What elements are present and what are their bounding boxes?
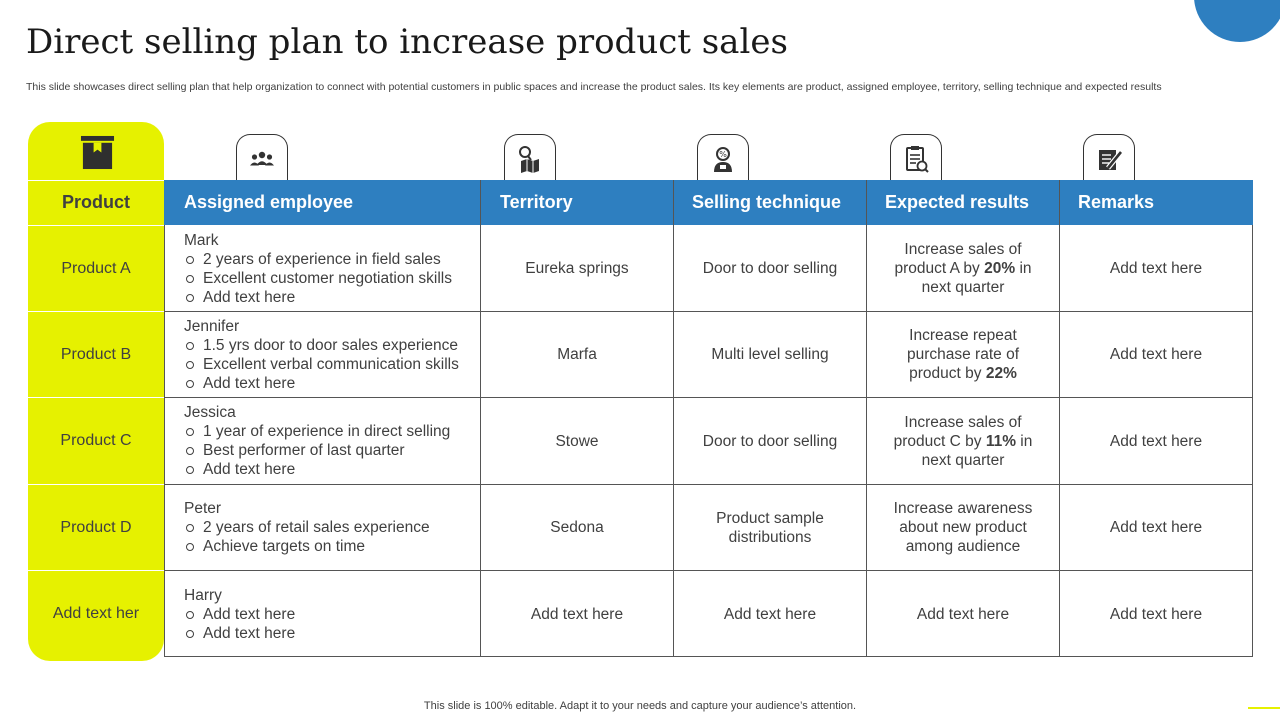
result-cell: Increase awareness about new product amo… (867, 485, 1059, 570)
result-text: Increase awareness about new product amo… (893, 500, 1033, 555)
team-icon-tab (236, 134, 288, 180)
result-text: Increase sales of product C by (893, 413, 1022, 450)
employee-name: Jennifer (184, 317, 240, 335)
row-divider (164, 484, 1253, 485)
map-search-icon-tab (504, 134, 556, 180)
product-divider (28, 311, 164, 312)
product-divider (28, 225, 164, 226)
report-check-icon (906, 146, 929, 173)
remarks-cell: Add text here (1109, 605, 1203, 623)
employee-cell: Jessica 1 year of experience in direct s… (184, 398, 474, 484)
row-divider (164, 570, 1253, 571)
row-divider (164, 311, 1253, 312)
result-percent: 20% (984, 260, 1016, 277)
decorative-corner-circle (1194, 0, 1280, 42)
technique-text: Product sample distributions (716, 509, 824, 546)
product-divider (28, 570, 164, 571)
remarks-cell: Add text here (1109, 346, 1203, 363)
result-text: Increase repeat purchase rate of product… (906, 327, 1019, 382)
product-column (28, 122, 164, 661)
footer-note: This slide is 100% editable. Adapt it to… (423, 700, 857, 712)
result-text: Increase sales of product A by (894, 241, 1022, 277)
report-check-icon-tab (890, 134, 942, 180)
employee-point: Add text here (184, 288, 474, 307)
employee-name: Harry (184, 586, 222, 604)
employee-point: Achieve targets on time (184, 537, 474, 556)
territory-cell: Stowe (555, 432, 599, 450)
product-divider (28, 397, 164, 398)
column-header-expected-results: Expected results (885, 192, 1030, 212)
footer-accent-line (1248, 707, 1280, 709)
employee-name: Mark (184, 231, 219, 249)
territory-cell: Add text here (530, 605, 624, 623)
technique-cell: Product sample distributions (674, 485, 866, 570)
column-header-selling-technique: Selling technique (692, 192, 842, 212)
employee-point: Best performer of last quarter (184, 441, 474, 460)
product-cell: Product B (60, 345, 132, 363)
territory-cell: Marfa (557, 346, 597, 363)
technique-cell: Add text here (723, 605, 817, 623)
map-search-icon (519, 146, 539, 173)
employee-point: 1.5 yrs door to door sales experience (184, 336, 474, 355)
slide-subtitle: This slide showcases direct selling plan… (26, 81, 1162, 93)
result-cell: Increase sales of product A by 20% in ne… (867, 226, 1059, 311)
box-icon (80, 135, 115, 170)
product-cell: Add text her (52, 605, 140, 622)
svg-text:%: % (719, 150, 727, 159)
product-divider (28, 484, 164, 485)
notes-pen-icon (1099, 150, 1123, 170)
employee-cell: Mark 2 years of experience in field sale… (184, 226, 474, 311)
column-divider (866, 180, 867, 657)
employee-cell: Peter 2 years of retail sales experience… (184, 485, 474, 570)
sales-person-icon-tab: % (697, 134, 749, 180)
product-cell: Product A (61, 259, 131, 277)
result-cell: Increase repeat purchase rate of product… (867, 312, 1059, 397)
column-divider (1059, 180, 1060, 657)
product-divider (28, 180, 164, 181)
result-cell: Add text here (867, 571, 1059, 657)
employee-cell: Jennifer 1.5 yrs door to door sales expe… (184, 312, 474, 397)
table-header (164, 180, 1253, 225)
result-text: Add text here (916, 605, 1010, 623)
product-cell: Product D (60, 518, 132, 536)
employee-point: 1 year of experience in direct selling (184, 422, 474, 441)
employee-point: Add text here (184, 374, 474, 393)
column-header-assigned-employee: Assigned employee (184, 192, 354, 212)
column-header-territory: Territory (500, 192, 573, 212)
result-text: in next quarter (921, 260, 1032, 296)
notes-pen-icon-tab (1083, 134, 1135, 180)
employee-point: Add text here (184, 460, 474, 479)
employee-point: Add text here (184, 624, 474, 643)
employee-name: Peter (184, 500, 222, 517)
employee-point: Excellent customer negotiation skills (184, 269, 474, 288)
territory-cell: Sedona (550, 519, 604, 536)
result-percent: 11% (985, 432, 1016, 450)
remarks-cell: Add text here (1109, 519, 1203, 536)
technique-cell: Door to door selling (702, 260, 838, 277)
product-cell: Product C (60, 432, 132, 449)
employee-name: Jessica (184, 404, 236, 421)
technique-cell: Door to door selling (702, 432, 838, 450)
result-cell: Increase sales of product C by 11% in ne… (867, 398, 1059, 484)
remarks-cell: Add text here (1109, 432, 1203, 450)
row-divider (164, 397, 1253, 398)
product-header: Product (61, 192, 130, 212)
employee-point: Excellent verbal communication skills (184, 355, 474, 374)
team-icon (250, 151, 274, 166)
sales-person-icon: % (714, 147, 732, 172)
remarks-cell: Add text here (1109, 260, 1203, 277)
technique-cell: Multi level selling (711, 346, 829, 363)
territory-cell: Eureka springs (525, 260, 629, 277)
employee-point: 2 years of experience in field sales (184, 250, 474, 269)
column-divider (480, 180, 481, 657)
column-divider (673, 180, 674, 657)
result-text: in next quarter (921, 432, 1033, 469)
employee-point: Add text here (184, 605, 474, 624)
table-grid (164, 225, 1253, 657)
slide-title: Direct selling plan to increase product … (26, 22, 788, 62)
result-percent: 22% (985, 365, 1017, 382)
employee-cell: Harry Add text here Add text here (184, 571, 474, 657)
employee-point: 2 years of retail sales experience (184, 518, 474, 537)
column-header-remarks: Remarks (1078, 192, 1155, 212)
